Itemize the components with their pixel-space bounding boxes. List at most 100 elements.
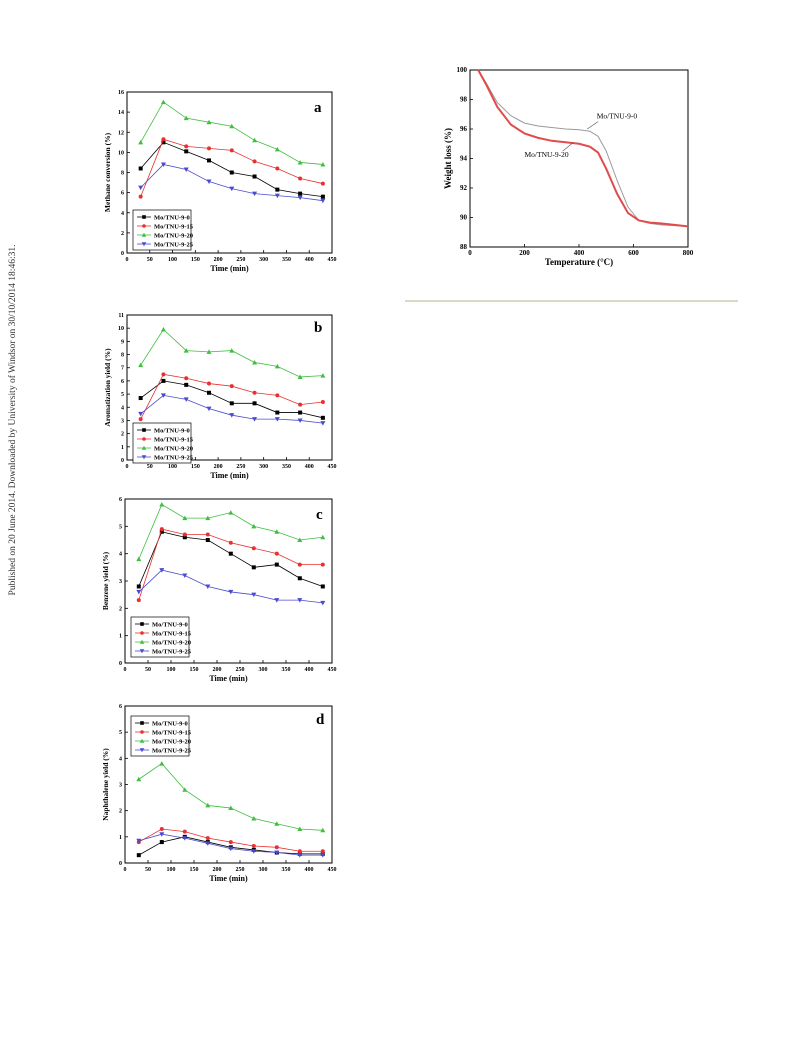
- data-point: [138, 417, 143, 422]
- legend-label: Mo/TNU-9-0: [154, 215, 190, 222]
- annotation-label: Mo/TNU-9-20: [525, 150, 569, 159]
- data-point: [184, 149, 189, 154]
- section-divider: [405, 300, 738, 302]
- data-point: [228, 840, 233, 845]
- y-tick-label: 2: [121, 231, 124, 237]
- data-point: [274, 598, 280, 603]
- x-tick-label: 200: [213, 667, 222, 673]
- data-point: [136, 838, 142, 844]
- x-tick-label: 450: [328, 667, 337, 673]
- data-point: [297, 537, 303, 542]
- panel-label: d: [316, 712, 325, 728]
- data-point: [205, 538, 210, 542]
- x-axis-label: Temperature (°C): [545, 257, 613, 267]
- y-tick-label: 3: [119, 783, 122, 789]
- data-point: [320, 198, 326, 204]
- data-point: [252, 390, 257, 395]
- y-tick-label: 90: [460, 214, 468, 222]
- data-point: [183, 348, 189, 353]
- data-point: [320, 415, 325, 420]
- y-tick-label: 3: [121, 418, 124, 424]
- x-tick-label: 400: [305, 667, 314, 673]
- legend-marker: [140, 631, 144, 635]
- x-tick-label: 100: [167, 867, 176, 873]
- data-point: [228, 551, 233, 556]
- data-point: [160, 393, 166, 398]
- y-tick-label: 4: [119, 756, 122, 762]
- y-tick-label: 1: [119, 634, 122, 640]
- download-notice-text: Published on 20 June 2014. Downloaded by…: [8, 244, 18, 596]
- y-tick-label: 0: [119, 661, 122, 667]
- data-point: [183, 397, 189, 402]
- chart-weight-loss: 0 200 400 600 800 88 90 92 94 96 98 100 Temperature …: [443, 66, 694, 267]
- data-point: [184, 382, 189, 387]
- x-tick-label: 450: [328, 464, 337, 470]
- x-axis-label: Time (min): [210, 471, 249, 480]
- data-point: [252, 359, 258, 365]
- data-point: [205, 515, 211, 521]
- data-point: [159, 501, 165, 507]
- x-tick-label: 200: [213, 867, 222, 873]
- data-point: [320, 827, 326, 833]
- annotation-leader: [587, 121, 599, 130]
- series-line: [138, 528, 323, 601]
- legend-label: Mo/TNU-9-15: [154, 437, 194, 444]
- data-point: [252, 137, 258, 143]
- data-point: [297, 195, 303, 201]
- x-tick-label: 0: [126, 257, 129, 263]
- download-notice: Published on 20 June 2014. Downloaded by…: [2, 220, 24, 620]
- data-point: [159, 840, 164, 845]
- x-tick-label: 50: [145, 867, 151, 873]
- data-point: [297, 853, 303, 858]
- data-point: [274, 551, 279, 556]
- data-point: [161, 140, 166, 145]
- data-point: [182, 787, 188, 792]
- x-tick-label: 600: [628, 249, 639, 257]
- data-point: [159, 568, 165, 573]
- series-line: [477, 69, 689, 227]
- data-point: [138, 166, 143, 171]
- data-point: [297, 418, 303, 423]
- data-point: [275, 166, 280, 171]
- y-tick-label: 16: [118, 90, 124, 96]
- panel-label: b: [314, 320, 322, 336]
- legend-label: Mo/TNU-9-20: [152, 640, 191, 647]
- legend-marker: [141, 232, 147, 237]
- x-tick-label: 100: [168, 257, 177, 263]
- x-tick-label: 400: [574, 249, 585, 257]
- y-tick-label: 6: [121, 191, 124, 197]
- data-point: [207, 390, 211, 395]
- series-line: [140, 164, 323, 202]
- x-tick-label: 400: [305, 867, 314, 873]
- legend-marker: [142, 224, 146, 228]
- legend-label: Mo/TNU-9-25: [154, 242, 194, 249]
- x-tick-label: 450: [328, 867, 337, 873]
- legend-marker: [139, 748, 145, 753]
- x-tick-label: 150: [190, 667, 199, 673]
- y-tick-label: 8: [121, 171, 124, 177]
- y-tick-label: 12: [118, 130, 124, 136]
- y-tick-label: 92: [460, 184, 468, 192]
- data-point: [298, 176, 303, 181]
- data-point: [182, 535, 187, 540]
- chart-methane-conversion: 0 50 100 150 200 250 300 350 400 450 0 2 4 6 8 10 12 14 16…: [103, 90, 337, 273]
- data-point: [274, 146, 280, 152]
- plot-frame: [469, 69, 689, 248]
- series-line: [138, 763, 323, 831]
- data-point: [138, 411, 144, 417]
- x-tick-label: 100: [167, 667, 176, 673]
- data-point: [251, 565, 256, 570]
- data-point: [274, 363, 280, 369]
- data-point: [251, 523, 257, 529]
- y-axis-label: Naphthalene yield (%): [101, 748, 110, 821]
- data-point: [297, 562, 302, 567]
- legend-marker: [140, 622, 144, 626]
- x-tick-label: 0: [126, 464, 129, 470]
- legend-marker: [141, 242, 147, 247]
- data-point: [228, 510, 234, 515]
- legend-marker: [140, 721, 144, 725]
- data-point: [320, 373, 326, 378]
- panel-label: c: [316, 507, 323, 523]
- data-point: [298, 410, 303, 415]
- y-tick-label: 0: [121, 458, 124, 464]
